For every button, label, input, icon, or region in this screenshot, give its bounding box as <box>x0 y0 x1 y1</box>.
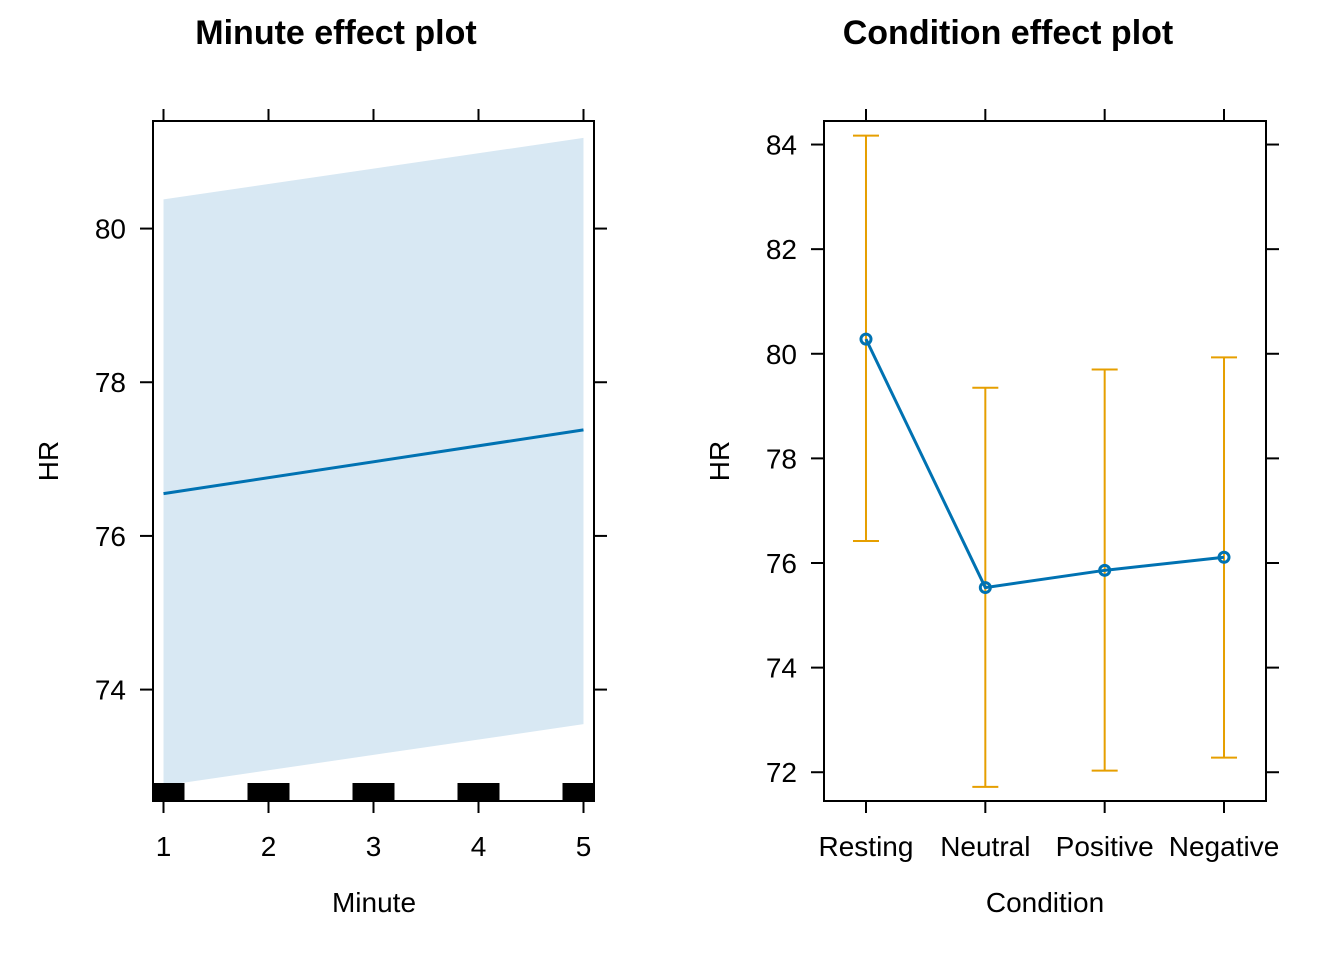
y-tick-label: 78 <box>95 367 126 398</box>
condition-chart-title: Condition effect plot <box>843 14 1174 52</box>
x-tick-label: Negative <box>1169 831 1280 862</box>
x-tick-label: 3 <box>366 831 382 862</box>
y-tick-label: 84 <box>766 130 797 161</box>
minute-y-axis-label: HR <box>33 441 64 481</box>
condition-y-axis-label: HR <box>704 441 735 481</box>
effect-point <box>1098 563 1112 577</box>
y-tick-label: 82 <box>766 234 797 265</box>
x-tick-label: Neutral <box>940 831 1030 862</box>
y-tick-label: 80 <box>766 339 797 370</box>
x-tick-label: Resting <box>819 831 914 862</box>
rug-mark <box>562 783 594 801</box>
effect-line <box>864 338 1225 590</box>
minute-chart-title: Minute effect plot <box>195 14 476 52</box>
plot-frame <box>823 120 1267 802</box>
x-tick-label: 4 <box>471 831 487 862</box>
condition-effect-panel: Condition effect plot Condition HR Resti… <box>704 14 1279 918</box>
rug-mark <box>352 783 395 801</box>
x-tick-label: 5 <box>576 831 592 862</box>
fitted-line <box>163 428 584 496</box>
rug-mark <box>247 783 290 801</box>
y-tick-label: 76 <box>95 521 126 552</box>
x-tick-label: 2 <box>261 831 277 862</box>
effect-point <box>978 581 992 595</box>
effect-point <box>859 332 873 346</box>
y-tick-label: 74 <box>766 653 797 684</box>
minute-x-axis-label: Minute <box>332 887 416 918</box>
y-tick-label: 76 <box>766 548 797 579</box>
minute-effect-panel: Minute effect plot Minute HR 1 2 3 4 5 74 76 78… <box>33 14 607 918</box>
x-tick-label: Positive <box>1056 831 1154 862</box>
effect-point <box>1217 550 1231 564</box>
y-tick-label: 80 <box>95 214 126 245</box>
rug-mark <box>457 783 500 801</box>
x-tick-label: 1 <box>156 831 172 862</box>
condition-x-axis-label: Condition <box>986 887 1104 918</box>
rug-mark <box>153 783 185 801</box>
y-tick-label: 72 <box>766 757 797 788</box>
y-tick-label: 78 <box>766 443 797 474</box>
y-tick-label: 74 <box>95 675 126 706</box>
